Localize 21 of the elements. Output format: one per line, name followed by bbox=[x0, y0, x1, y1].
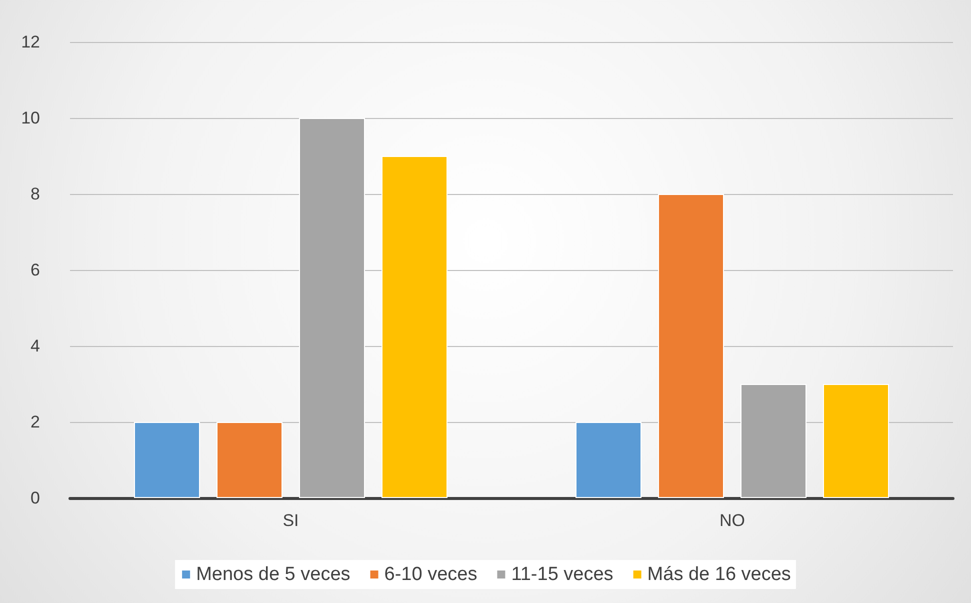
x-tick-label: SI bbox=[282, 511, 299, 530]
y-tick-label: 2 bbox=[30, 412, 40, 432]
bar bbox=[576, 422, 642, 498]
bar bbox=[216, 422, 282, 498]
y-tick-label: 6 bbox=[30, 260, 40, 280]
bar bbox=[658, 194, 724, 498]
legend-label: Más de 16 veces bbox=[647, 564, 791, 585]
legend-label: 6-10 veces bbox=[384, 564, 478, 585]
y-tick-label: 12 bbox=[21, 32, 40, 52]
y-tick-label: 8 bbox=[30, 184, 40, 204]
bar bbox=[134, 422, 200, 498]
bar bbox=[740, 384, 806, 498]
x-tick-label: NO bbox=[720, 511, 745, 530]
bar bbox=[299, 118, 365, 498]
legend-label: Menos de 5 veces bbox=[196, 564, 350, 585]
y-tick-label: 0 bbox=[30, 488, 40, 508]
y-tick-label: 10 bbox=[21, 108, 40, 128]
legend-label: 11-15 veces bbox=[511, 564, 614, 585]
y-tick-label: 4 bbox=[30, 336, 40, 356]
bar bbox=[382, 156, 448, 498]
bar bbox=[823, 384, 889, 498]
